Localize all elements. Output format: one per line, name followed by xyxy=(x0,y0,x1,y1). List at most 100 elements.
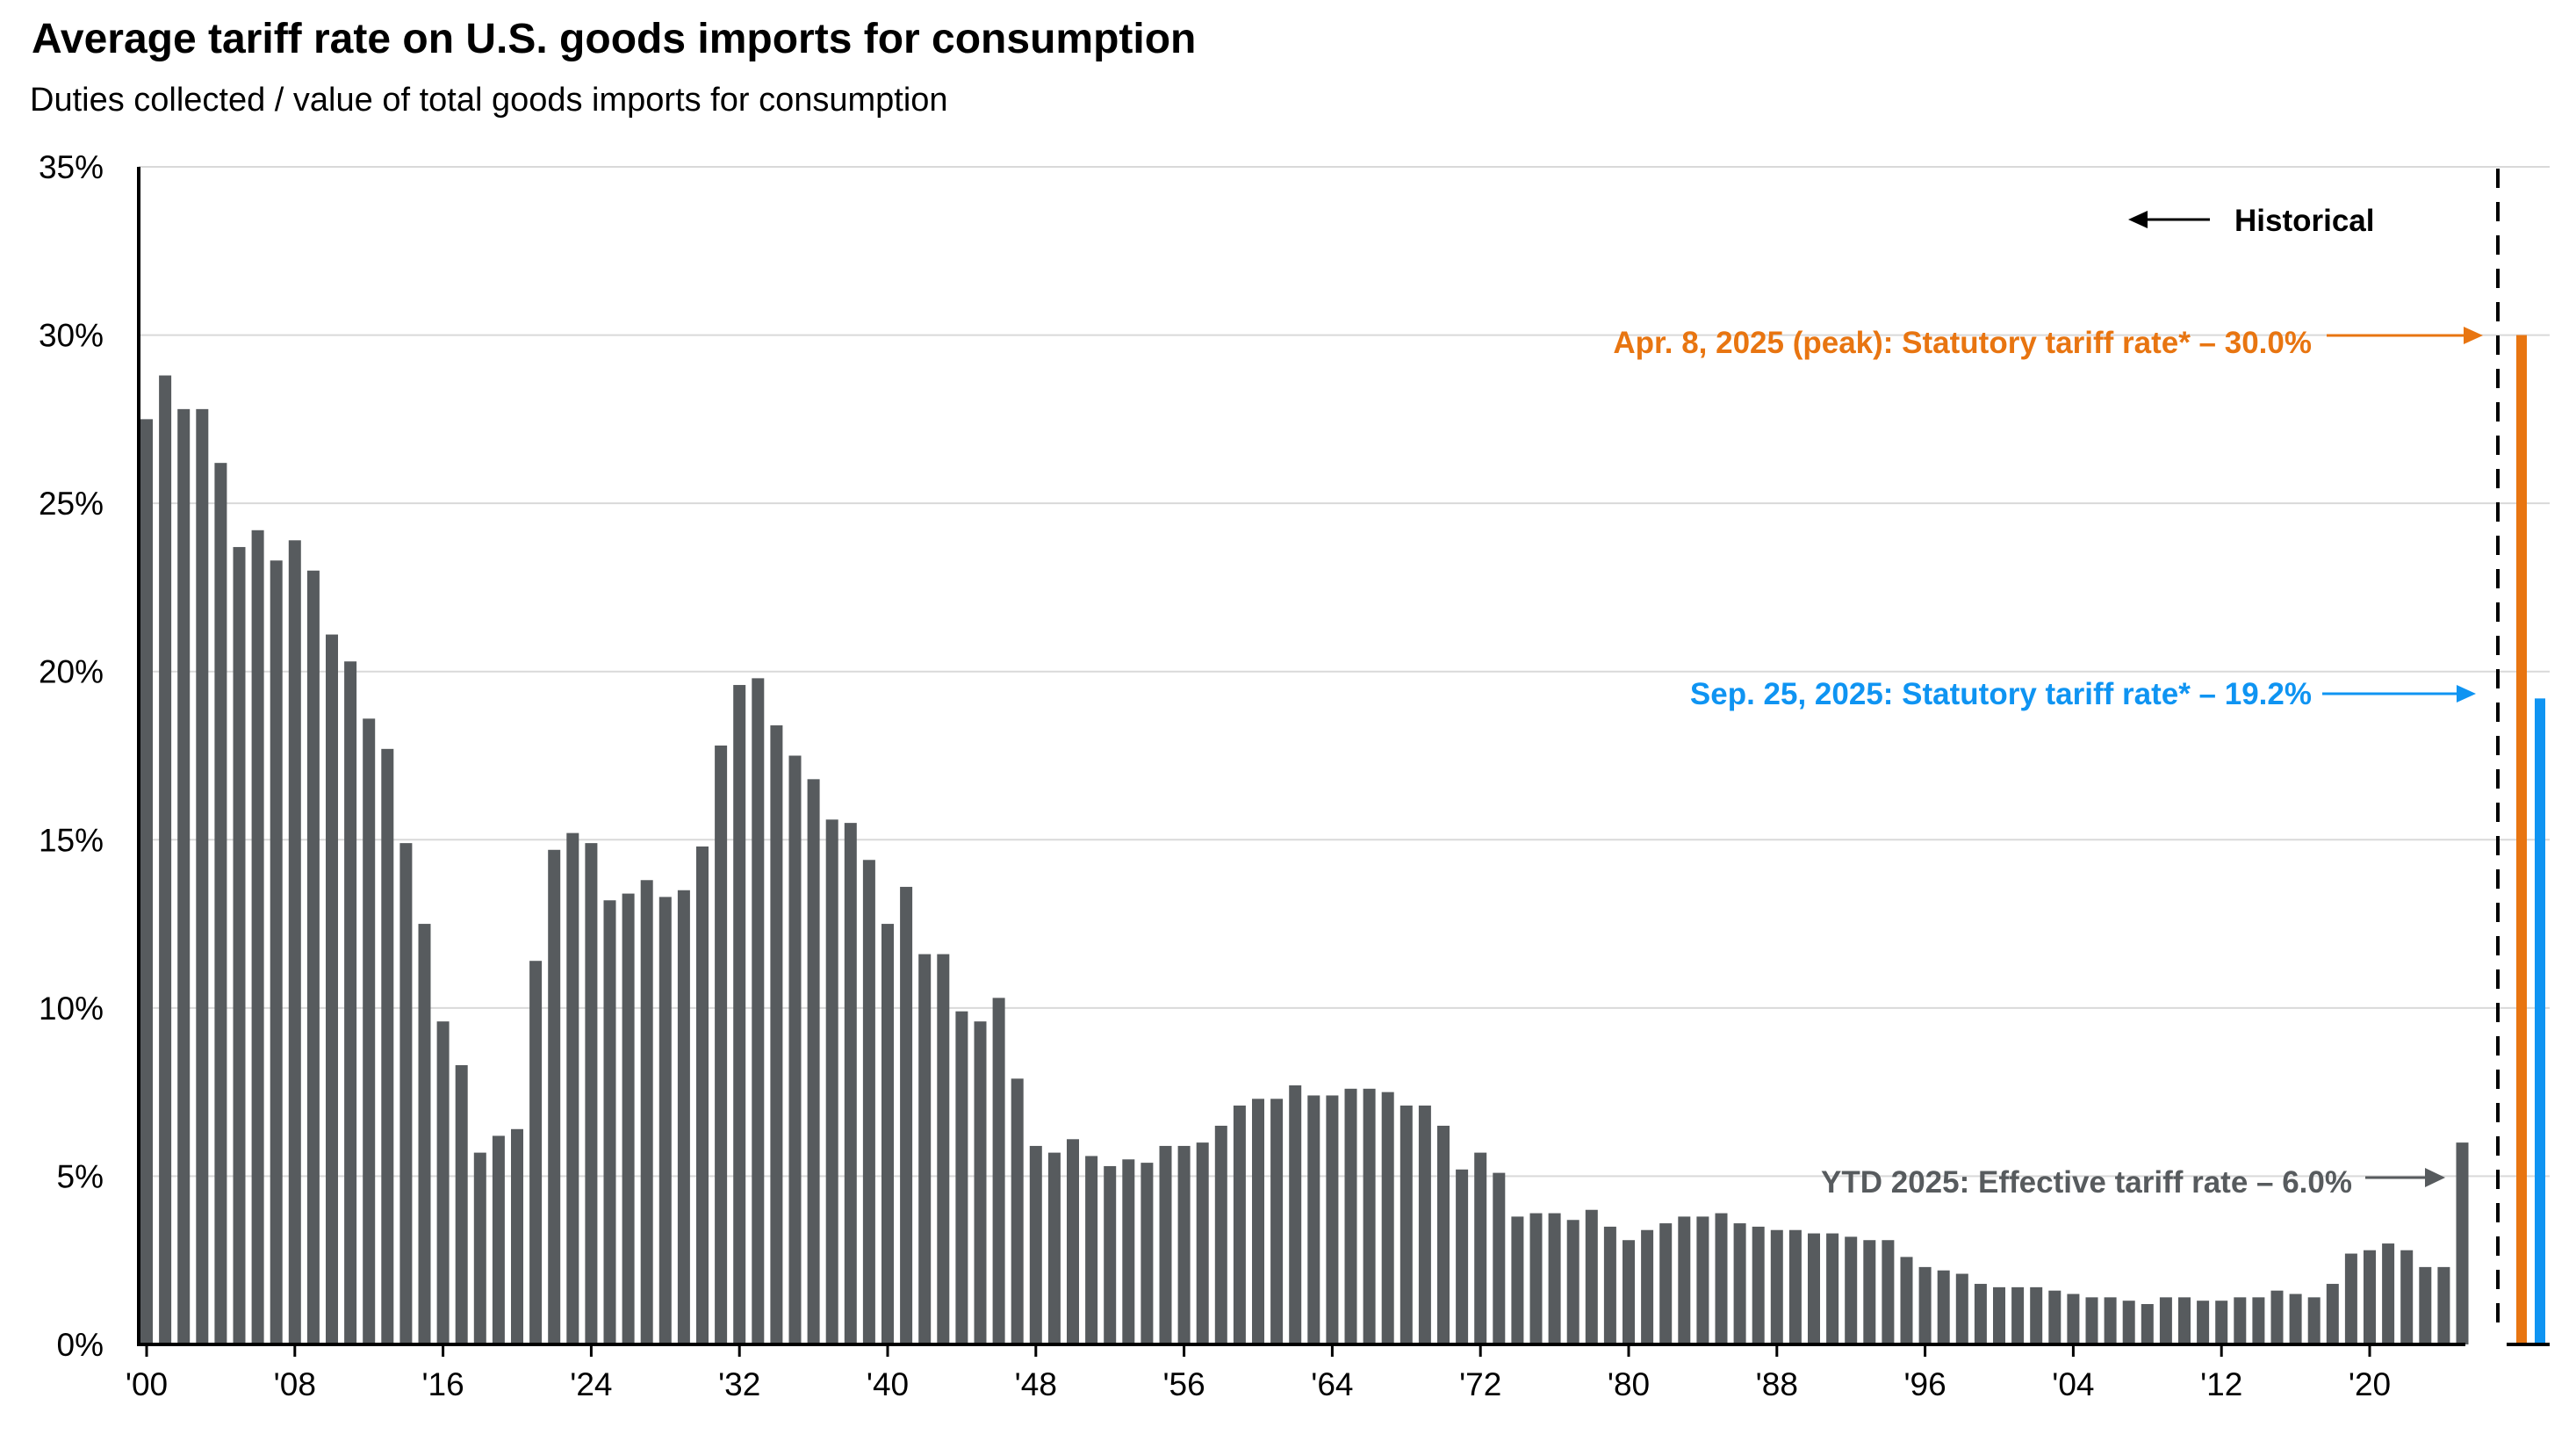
arrow-right-icon xyxy=(2425,1168,2445,1187)
bar-1946 xyxy=(992,998,1005,1344)
bar-2015 xyxy=(2270,1290,2284,1344)
bar-1919 xyxy=(492,1135,505,1344)
bar-1928 xyxy=(658,897,672,1344)
bar-1904 xyxy=(214,463,227,1344)
bar-2022 xyxy=(2400,1250,2414,1344)
bar-apr-2025-statutory xyxy=(2516,335,2527,1345)
x-tick-label: '40 xyxy=(867,1366,909,1402)
bar-2009 xyxy=(2159,1297,2172,1344)
ytd-annotation: YTD 2025: Effective tariff rate – 6.0% xyxy=(1821,1165,2445,1200)
y-tick-label: 35% xyxy=(39,149,104,185)
bar-1961 xyxy=(1270,1099,1284,1344)
bar-1972 xyxy=(1474,1152,1487,1344)
arrow-left-icon xyxy=(2128,211,2148,228)
bar-1900 xyxy=(140,419,153,1344)
bar-1976 xyxy=(1548,1213,1561,1344)
bar-1933 xyxy=(752,678,765,1344)
arrow-right-icon xyxy=(2464,327,2483,344)
bar-1958 xyxy=(1214,1125,1227,1344)
bar-1973 xyxy=(1493,1172,1506,1344)
bar-1984 xyxy=(1696,1216,1709,1344)
x-tick-label: '56 xyxy=(1162,1366,1205,1402)
bar-2006 xyxy=(2104,1297,2117,1344)
bar-1937 xyxy=(825,819,838,1344)
bar-1995 xyxy=(1900,1257,1913,1344)
bar-1989 xyxy=(1788,1229,1802,1344)
bar-1939 xyxy=(862,860,875,1344)
x-tick-label: '16 xyxy=(421,1366,464,1402)
bar-1982 xyxy=(1659,1223,1673,1344)
sep-label: Sep. 25, 2025: Statutory tariff rate* – … xyxy=(1690,677,2312,711)
bar-1994 xyxy=(1882,1240,1895,1344)
bar-1906 xyxy=(251,530,264,1344)
peak-label: Apr. 8, 2025 (peak): Statutory tariff ra… xyxy=(1613,326,2312,360)
bar-1980 xyxy=(1623,1240,1635,1344)
y-tick-label: 5% xyxy=(57,1158,104,1194)
bar-1957 xyxy=(1196,1142,1209,1344)
bar-1981 xyxy=(1641,1229,1654,1344)
bar-1936 xyxy=(807,779,820,1344)
bar-1985 xyxy=(1715,1213,1728,1344)
bar-1954 xyxy=(1140,1163,1154,1344)
bar-1999 xyxy=(1974,1284,1987,1344)
bar-1920 xyxy=(511,1128,523,1344)
bar-1967 xyxy=(1381,1092,1394,1344)
bar-1969 xyxy=(1418,1105,1431,1344)
bar-1951 xyxy=(1085,1156,1098,1344)
bar-1934 xyxy=(770,725,783,1344)
bar-1932 xyxy=(733,685,746,1344)
bar-1966 xyxy=(1363,1088,1376,1344)
bar-1977 xyxy=(1566,1220,1579,1344)
bar-2008 xyxy=(2141,1304,2154,1344)
bar-1970 xyxy=(1437,1125,1450,1344)
bar-1993 xyxy=(1863,1240,1876,1344)
bar-2025 xyxy=(2456,1142,2469,1344)
bar-1914 xyxy=(399,843,413,1344)
bar-1913 xyxy=(381,748,394,1344)
bar-1903 xyxy=(196,408,209,1345)
bars xyxy=(140,335,2545,1345)
bar-1938 xyxy=(844,823,857,1344)
x-tick-label: '08 xyxy=(274,1366,316,1402)
bar-2018 xyxy=(2326,1284,2339,1344)
gridlines xyxy=(139,166,2550,1178)
bar-1927 xyxy=(640,880,653,1344)
bar-1974 xyxy=(1511,1216,1524,1344)
bar-1962 xyxy=(1289,1085,1302,1344)
x-tick-label: '12 xyxy=(2200,1366,2242,1402)
x-tick-label: '64 xyxy=(1311,1366,1353,1402)
bar-2021 xyxy=(2382,1243,2395,1344)
bar-1988 xyxy=(1770,1229,1783,1344)
y-tick-label: 0% xyxy=(57,1327,104,1363)
bar-1992 xyxy=(1845,1236,1858,1344)
bar-1965 xyxy=(1344,1088,1357,1344)
bar-1964 xyxy=(1326,1095,1339,1344)
x-tick-label: '80 xyxy=(1608,1366,1650,1402)
bar-2019 xyxy=(2344,1253,2357,1344)
bar-1918 xyxy=(473,1152,486,1344)
bar-2013 xyxy=(2234,1297,2247,1344)
bar-1907 xyxy=(270,560,283,1344)
bar-1911 xyxy=(344,661,357,1344)
bar-1997 xyxy=(1937,1270,1950,1344)
y-tick-label: 20% xyxy=(39,654,104,690)
bar-2016 xyxy=(2289,1293,2302,1344)
bar-1983 xyxy=(1678,1216,1691,1344)
bar-1948 xyxy=(1029,1145,1042,1344)
y-tick-label: 25% xyxy=(39,486,104,522)
bar-2001 xyxy=(2011,1286,2025,1344)
y-tick-label: 30% xyxy=(39,318,104,354)
y-axis-ticks: 0% 5% 10% 15% 20% 25% 30% 35% xyxy=(39,149,104,1363)
bar-1931 xyxy=(715,746,728,1344)
bar-1963 xyxy=(1307,1095,1320,1344)
bar-1944 xyxy=(955,1011,968,1344)
ytd-label: YTD 2025: Effective tariff rate – 6.0% xyxy=(1821,1165,2352,1200)
peak-annotation: Apr. 8, 2025 (peak): Statutory tariff ra… xyxy=(1613,326,2483,360)
x-tick-label: '00 xyxy=(126,1366,168,1402)
bar-1910 xyxy=(326,634,338,1344)
x-tick-label: '96 xyxy=(1903,1366,1946,1402)
bar-1949 xyxy=(1047,1152,1061,1344)
bar-2020 xyxy=(2364,1250,2376,1344)
y-tick-label: 15% xyxy=(39,822,104,858)
